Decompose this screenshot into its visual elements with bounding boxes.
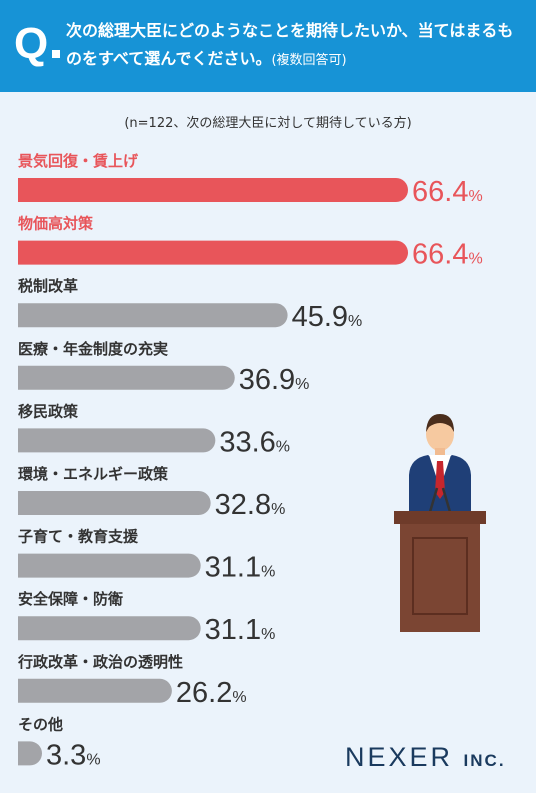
bars-group: 景気回復・賃上げ 66.4% 物価高対策 66.4% 税制改革 45.9% 医療・年金制度の… [17, 152, 483, 771]
politician-hair [426, 414, 454, 432]
bar [18, 428, 216, 453]
sample-note: (n=122、次の総理大臣に対して期待している方) [124, 116, 412, 131]
category-label: 行政改革・政治の透明性 [17, 653, 183, 671]
bar [18, 616, 201, 641]
bar [18, 178, 408, 202]
question-note: (複数回答可) [271, 53, 347, 68]
category-label: 医療・年金制度の充実 [18, 340, 168, 358]
category-label: 子育て・教育支援 [18, 528, 139, 546]
bar [18, 741, 42, 766]
q-mark: Q [14, 19, 49, 68]
brand-suffix: INC. [463, 751, 506, 770]
category-label: 環境・エネルギー政策 [18, 465, 169, 483]
value-label: 45.9% [292, 301, 363, 333]
microphone [441, 487, 452, 513]
value-label: 26.2% [176, 677, 247, 709]
value-label: 36.9% [239, 364, 310, 396]
value-label: 31.1% [205, 552, 276, 584]
microphone [428, 487, 439, 513]
value-label: 66.4% [412, 239, 483, 271]
value-label: 66.4% [412, 176, 483, 208]
bar [18, 240, 408, 265]
question-body: 次の総理大臣にどのようなことを期待したいか、当てはまるものをすべて選んでください… [66, 21, 514, 68]
q-dot [52, 50, 60, 58]
politician-neck [435, 448, 445, 456]
podium-panel [412, 537, 468, 615]
bar [18, 553, 201, 578]
podium-top [394, 511, 486, 524]
bar [18, 365, 235, 390]
brand-logo: NEXER INC. [345, 742, 506, 773]
value-label: 33.6% [219, 426, 290, 458]
politician-podium-illustration [394, 414, 486, 632]
value-label: 3.3% [46, 739, 101, 771]
category-label: その他 [18, 715, 63, 733]
bar [18, 491, 211, 515]
bar [18, 678, 172, 703]
bar [18, 303, 288, 328]
value-label: 31.1% [205, 614, 276, 646]
question-header: Q 次の総理大臣にどのようなことを期待したいか、当てはまるものをすべて選んでくだ… [0, 0, 536, 92]
category-label: 物価高対策 [18, 215, 94, 233]
category-label: 税制改革 [18, 277, 78, 295]
question-text: 次の総理大臣にどのようなことを期待したいか、当てはまるものをすべて選んでください… [66, 17, 528, 75]
category-label: 安全保障・防衛 [18, 590, 123, 608]
brand-name: NEXER [345, 742, 454, 772]
value-label: 32.8% [215, 489, 286, 521]
category-label: 移民政策 [18, 402, 79, 420]
category-label: 景気回復・賃上げ [18, 152, 139, 170]
politician-head [426, 417, 454, 451]
